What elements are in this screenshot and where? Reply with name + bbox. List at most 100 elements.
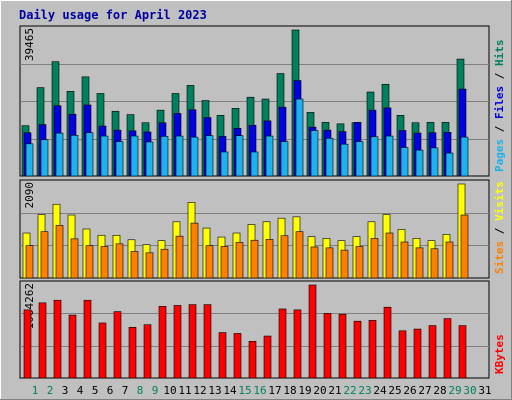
bar-sites-day-13	[205, 245, 214, 279]
bar-kbytes-day-3	[53, 299, 62, 379]
bar-kbytes-day-28	[428, 325, 437, 379]
bar-pages-day-27	[415, 149, 424, 177]
bar-pages-day-22	[340, 143, 349, 177]
bar-sites-day-8	[130, 251, 139, 279]
bar-kbytes-day-17	[263, 335, 272, 379]
chart-panels: 39465 Pages / Files / Hits 2090 Sites / Vis…	[19, 25, 506, 379]
bar-sites-day-4	[70, 238, 79, 279]
panel-hits-ymax-label: 39465	[23, 28, 36, 61]
bar-sites-day-5	[85, 245, 94, 279]
panel-kbytes-legend: KBytes	[493, 334, 506, 374]
bar-pages-day-20	[310, 130, 319, 177]
bar-pages-day-6	[100, 135, 109, 177]
bar-pages-day-16	[250, 151, 259, 177]
bar-pages-day-18	[280, 141, 289, 177]
day-label-29: 29	[448, 384, 461, 397]
bar-pages-day-12	[190, 136, 199, 177]
bar-kbytes-day-6	[98, 322, 107, 379]
panel-visits-legend: Sites / Visits	[493, 181, 506, 274]
day-label-4: 4	[77, 384, 84, 397]
bar-kbytes-day-26	[398, 330, 407, 379]
bar-sites-day-26	[400, 241, 409, 279]
day-label-9: 9	[152, 384, 159, 397]
day-label-23: 23	[358, 384, 371, 397]
day-label-15: 15	[238, 384, 251, 397]
bar-kbytes-day-11	[173, 305, 182, 379]
bar-pages-day-13	[205, 135, 214, 177]
bar-kbytes-day-16	[248, 340, 257, 379]
day-label-20: 20	[313, 384, 326, 397]
day-label-25: 25	[388, 384, 401, 397]
bar-kbytes-day-10	[158, 306, 167, 379]
bar-kbytes-day-14	[218, 332, 227, 379]
bar-kbytes-day-15	[233, 333, 242, 379]
legend-kbytes: KBytes	[493, 334, 506, 374]
bar-pages-day-14	[220, 151, 229, 177]
bar-kbytes-day-12	[188, 304, 197, 379]
bar-kbytes-day-30	[458, 325, 467, 379]
bar-sites-day-12	[190, 222, 199, 279]
day-label-13: 13	[208, 384, 221, 397]
legend-hits: Hits	[493, 40, 506, 67]
bar-pages-day-8	[130, 135, 139, 177]
bar-kbytes-day-2	[38, 302, 47, 379]
bar-sites-day-25	[385, 232, 394, 279]
day-label-12: 12	[193, 384, 206, 397]
panel-hits: 39465 Pages / Files / Hits	[19, 25, 506, 177]
legend-separator: /	[493, 119, 506, 139]
day-label-18: 18	[283, 384, 296, 397]
bar-sites-day-22	[340, 249, 349, 279]
day-label-24: 24	[373, 384, 387, 397]
bar-sites-day-10	[160, 248, 169, 279]
bar-sites-day-17	[265, 239, 274, 279]
bar-kbytes-day-18	[278, 308, 287, 379]
bar-sites-day-29	[445, 241, 454, 279]
bar-kbytes-day-27	[413, 328, 422, 379]
day-label-19: 19	[298, 384, 311, 397]
bar-kbytes-day-4	[68, 314, 77, 379]
day-label-2: 2	[47, 384, 54, 397]
bar-sites-day-18	[280, 235, 289, 279]
legend-files: Files	[493, 86, 506, 119]
bar-kbytes-day-23	[353, 320, 362, 379]
bar-pages-day-29	[445, 152, 454, 177]
day-labels: 1 2 3 4 5 6 7 8 9 10 11 12 13 14 15 16 17 18 19 20 21 22 23 24 2…	[32, 384, 492, 397]
bar-kbytes-day-21	[323, 313, 332, 379]
bar-pages-day-5	[85, 132, 94, 177]
bar-kbytes-day-24	[368, 320, 377, 379]
bar-kbytes-day-8	[128, 327, 137, 379]
bar-sites-day-11	[175, 235, 184, 279]
bar-pages-day-1	[25, 143, 34, 177]
bar-sites-day-7	[115, 243, 124, 279]
bar-sites-day-21	[325, 247, 334, 279]
day-label-16: 16	[253, 384, 266, 397]
legend-separator: /	[493, 66, 506, 86]
bar-sites-day-23	[355, 246, 364, 279]
day-label-1: 1	[32, 384, 39, 397]
bar-pages-day-17	[265, 135, 274, 177]
day-label-3: 3	[62, 384, 69, 397]
bar-sites-day-19	[295, 231, 304, 279]
bar-pages-day-24	[370, 136, 379, 177]
day-label-27: 27	[418, 384, 431, 397]
day-label-21: 21	[328, 384, 341, 397]
bar-pages-day-3	[55, 132, 64, 177]
bar-pages-day-26	[400, 147, 409, 177]
bar-sites-day-6	[100, 246, 109, 279]
bar-pages-day-4	[70, 135, 79, 177]
day-label-31: 31	[478, 384, 491, 397]
bar-pages-day-9	[145, 141, 154, 177]
legend-visits: Visits	[493, 181, 506, 221]
bar-kbytes-day-20	[308, 284, 317, 379]
day-label-17: 17	[268, 384, 281, 397]
bar-pages-day-25	[385, 135, 394, 177]
bar-pages-day-30	[460, 136, 469, 177]
bar-sites-day-9	[145, 252, 154, 279]
panel-hits-legend: Pages / Files / Hits	[493, 40, 506, 173]
bar-sites-day-1	[25, 245, 34, 279]
bar-sites-day-2	[40, 231, 49, 279]
bar-sites-day-14	[220, 246, 229, 279]
bar-sites-day-3	[55, 225, 64, 279]
